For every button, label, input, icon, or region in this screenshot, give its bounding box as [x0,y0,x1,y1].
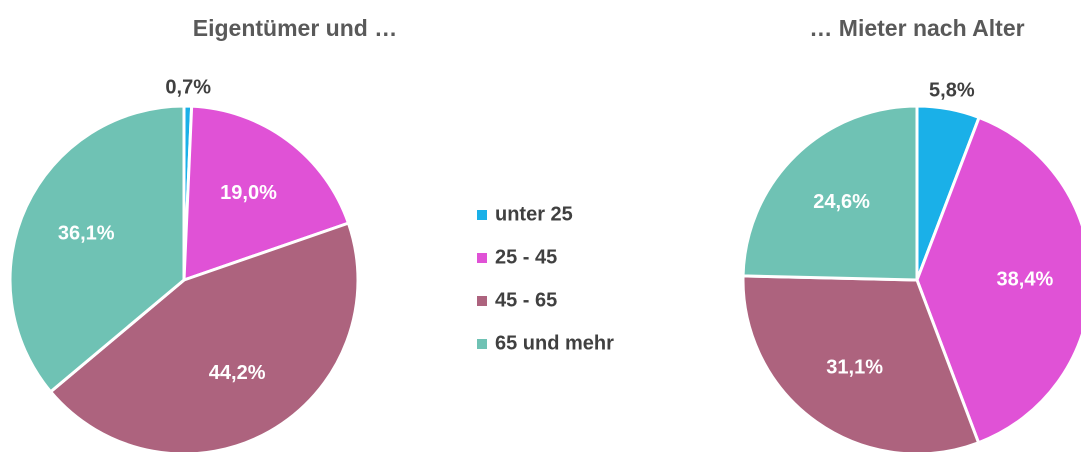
data-label: 44,2% [209,362,266,384]
legend-swatch [477,296,487,306]
data-label: 0,7% [165,76,211,98]
legend-label: 65 und mehr [495,332,614,354]
pie-slice [915,115,1081,445]
chart-title: … Mieter nach Alter [809,15,1024,41]
legend-swatch [477,339,487,349]
legend-label: 45 - 65 [495,289,557,311]
pie-slice [741,104,919,282]
data-label: 36,1% [58,223,115,245]
legend-label: 25 - 45 [495,246,557,268]
legend-label: unter 25 [495,203,573,225]
data-label: 38,4% [997,268,1054,290]
pie-slice [8,104,186,394]
data-label: 24,6% [813,191,870,213]
data-label: 5,8% [929,79,975,101]
data-label: 19,0% [220,182,277,204]
pie-slice [741,274,981,452]
data-label: 31,1% [826,356,883,378]
legend-swatch [477,210,487,220]
pie-slice [48,221,360,452]
legend-swatch [477,253,487,263]
chart-title: Eigentümer und … [193,15,397,41]
